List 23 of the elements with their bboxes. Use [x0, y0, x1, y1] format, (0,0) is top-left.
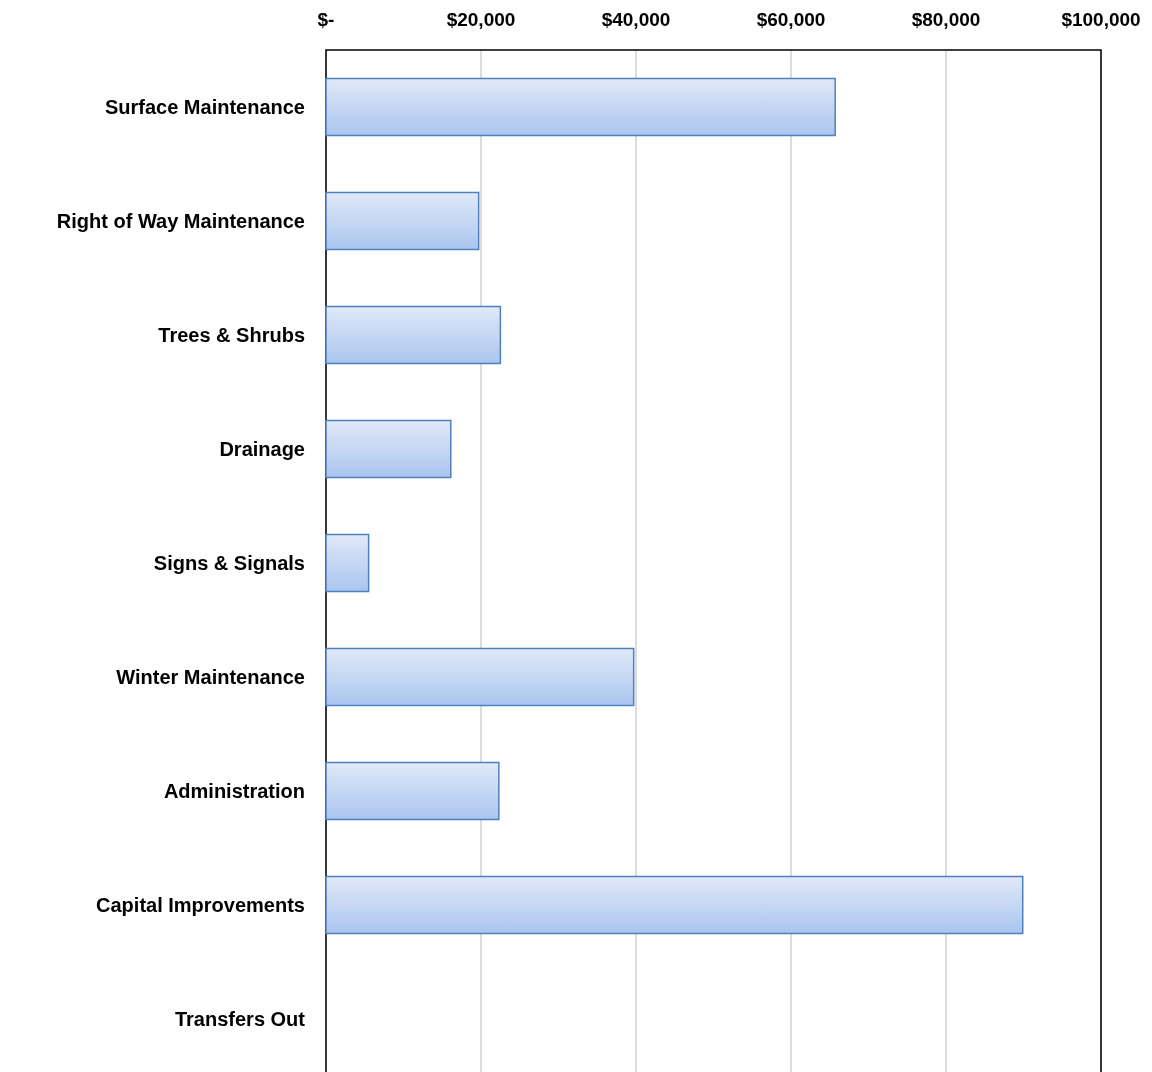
bar [325, 77, 836, 137]
y-tick-label: Signs & Signals [153, 552, 305, 574]
bar [325, 305, 502, 365]
x-tick-label: $60,000 [756, 9, 826, 30]
bar [325, 647, 635, 707]
x-tick-label: $40,000 [601, 9, 671, 30]
x-tick-label: $20,000 [446, 9, 516, 30]
x-tick-label: $- [317, 9, 335, 30]
y-tick-label: Right of Way Maintenance [56, 210, 305, 232]
bar [325, 761, 500, 821]
x-tick-label: $100,000 [1061, 9, 1141, 30]
bar [325, 533, 370, 593]
bar [325, 191, 480, 251]
y-tick-label: Winter Maintenance [116, 666, 305, 688]
y-tick-label: Trees & Shrubs [158, 324, 305, 346]
y-tick-label: Transfers Out [174, 1008, 306, 1030]
x-tick-label: $80,000 [911, 9, 981, 30]
y-tick-label: Administration [163, 780, 305, 802]
y-tick-label: Surface Maintenance [104, 96, 305, 118]
y-tick-label: Drainage [219, 438, 305, 460]
bar [325, 875, 1024, 935]
y-tick-label: Capital Improvements [96, 894, 305, 916]
bar [325, 419, 452, 479]
